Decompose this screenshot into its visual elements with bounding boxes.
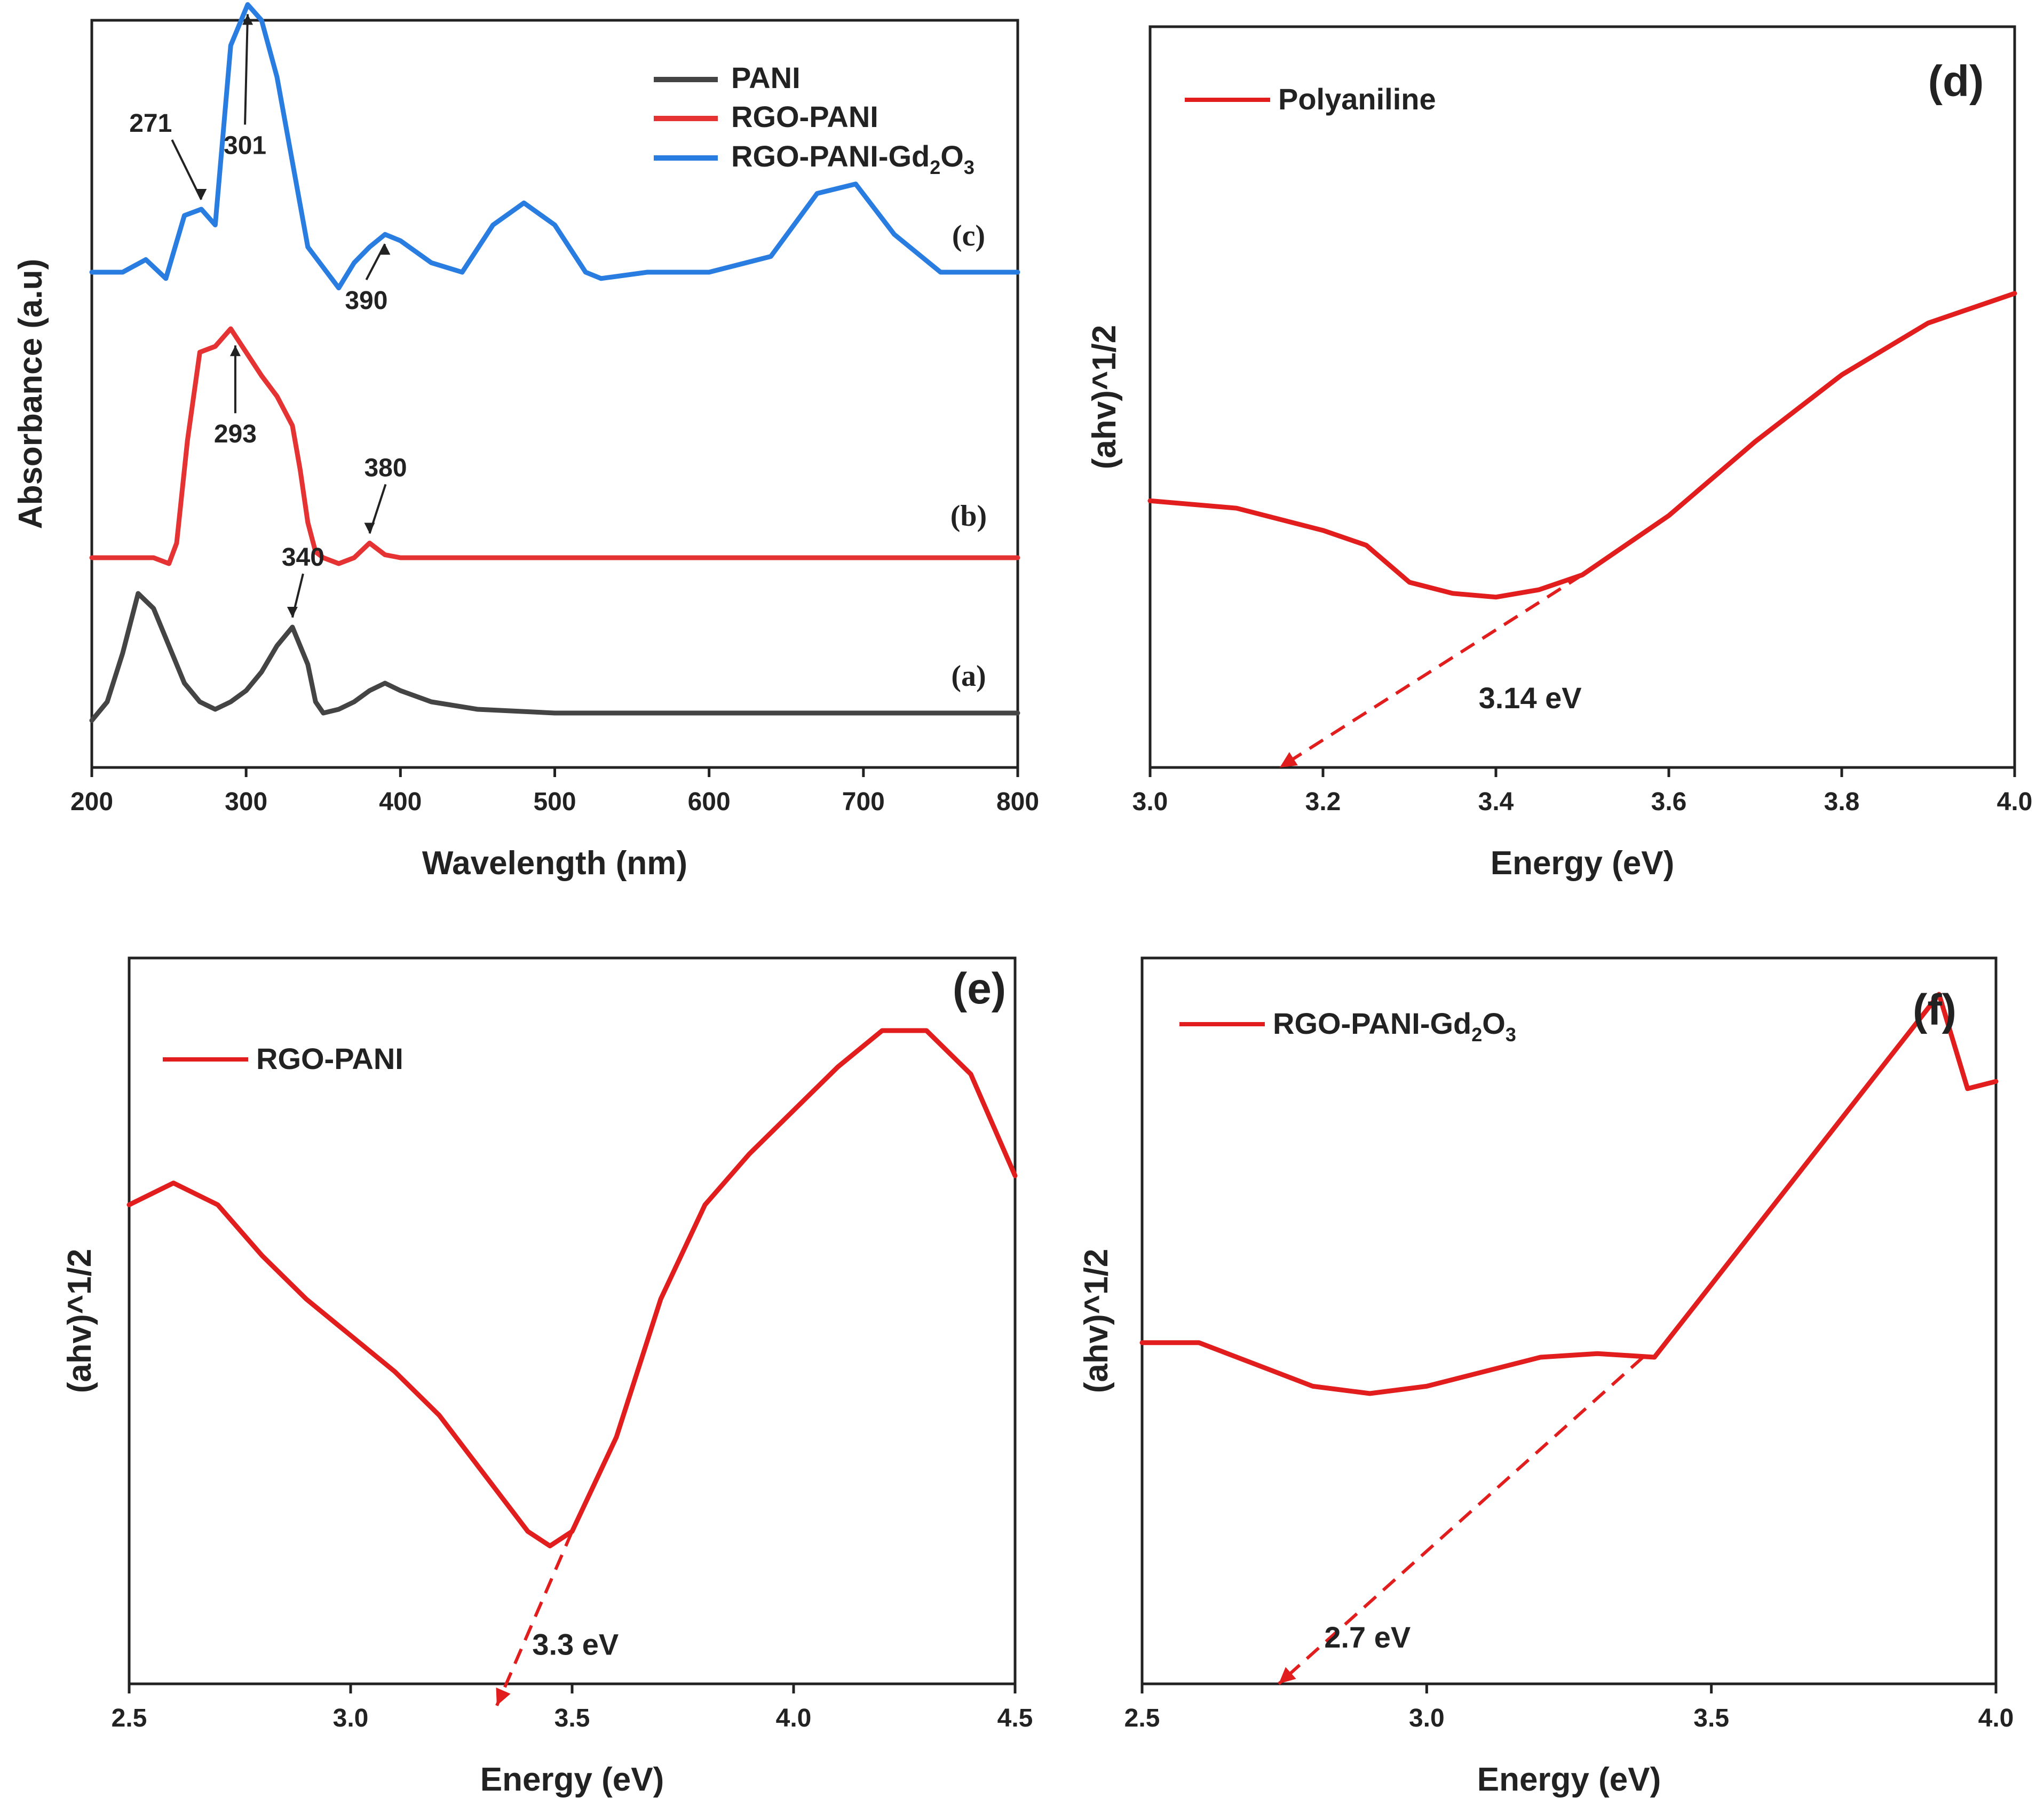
x-tick-label: 3.6 <box>1651 788 1687 816</box>
tangent-line <box>1279 573 1583 769</box>
bandgap-label: 2.7 eV <box>1324 1620 1411 1654</box>
x-tick-label: 4.5 <box>997 1704 1033 1732</box>
annotation-arrowhead <box>287 607 298 617</box>
x-axis-label: Energy (eV) <box>1491 845 1675 882</box>
x-axis-label: Wavelength (nm) <box>422 845 687 882</box>
legend-entry: RGO-PANI-Gd2O3 <box>1273 1007 1516 1046</box>
x-tick-label: 600 <box>688 788 731 816</box>
annotation-label: 293 <box>214 420 257 448</box>
series-line <box>126 1028 1018 1549</box>
x-axis-label: Energy (eV) <box>1477 1761 1661 1798</box>
y-axis-label: (ahv)^1/2 <box>61 1249 98 1394</box>
annotation-arrow <box>244 14 249 125</box>
panel-label: (d) <box>1928 57 1984 106</box>
y-axis-label: Absorbance (a.u) <box>12 259 49 529</box>
legend-entry: RGO-PANI <box>731 100 878 133</box>
curve-label: (c) <box>952 219 985 252</box>
tangent-arrowhead <box>1280 752 1298 767</box>
x-tick-label: 400 <box>379 788 422 816</box>
x-tick-label: 2.5 <box>1124 1704 1160 1732</box>
annotation-label: 340 <box>282 543 324 572</box>
x-tick-label: 3.5 <box>554 1704 590 1732</box>
annotation-label: 301 <box>224 132 266 160</box>
legend-entry: RGO-PANI <box>256 1042 403 1075</box>
x-tick-label: 700 <box>842 788 885 816</box>
x-tick-label: 3.0 <box>333 1704 369 1732</box>
panel-label: (e) <box>953 964 1006 1013</box>
annotation-arrowhead <box>242 14 253 25</box>
plot-frame <box>1140 956 1998 1685</box>
plot-frame <box>1148 25 2016 769</box>
chart-tauc_f: 2.5 3.0 3.5 4.0 Energy (eV) (ahv)^1/2 2.7 eV RG… <box>1078 956 2014 1798</box>
annotation-arrowhead <box>379 244 391 255</box>
legend-entry: PANI <box>731 61 801 94</box>
panel-label: (f) <box>1913 986 1956 1034</box>
annotation-arrowhead <box>196 189 207 200</box>
annotation-arrowhead <box>364 522 375 534</box>
x-tick-label: 500 <box>533 788 576 816</box>
x-tick-label: 800 <box>996 788 1039 816</box>
annotation-arrowhead <box>229 345 241 357</box>
x-tick-label: 3.0 <box>1409 1704 1445 1732</box>
legend-entry: RGO-PANI-Gd2O3 <box>731 139 975 178</box>
series-line <box>1147 291 2017 600</box>
tangent-line <box>1277 1356 1644 1685</box>
x-tick-label: 200 <box>70 788 113 816</box>
curve-label: (b) <box>950 500 987 533</box>
annotation-label: 271 <box>129 109 172 138</box>
legend-entry: Polyaniline <box>1278 82 1436 116</box>
tangent-arrowhead <box>1279 1667 1296 1684</box>
chart-uvvis: 200 300 400 500 600 700 800 Wavelength (nm) Abso… <box>12 2 1039 882</box>
x-tick-label: 4.0 <box>1978 1704 2014 1732</box>
series-line-0 <box>89 591 1020 723</box>
x-tick-label: 4.0 <box>776 1704 812 1732</box>
x-tick-label: 3.0 <box>1132 788 1168 816</box>
tangent-arrowhead <box>496 1687 511 1706</box>
series-line <box>1139 992 1999 1396</box>
series-line-1 <box>89 326 1020 566</box>
bandgap-label: 3.3 eV <box>532 1628 619 1661</box>
annotation-label: 380 <box>364 454 407 482</box>
annotation-arrow <box>365 243 386 281</box>
series-line-2 <box>89 2 1020 290</box>
x-tick-label: 2.5 <box>112 1704 147 1732</box>
y-axis-label: (ahv)^1/2 <box>1086 325 1123 470</box>
chart-tauc_e: 2.5 3.0 3.5 4.0 4.5 Energy (eV) (ahv)^1/2 3.3 e… <box>61 956 1033 1798</box>
bandgap-label: 3.14 eV <box>1479 681 1582 715</box>
x-tick-label: 300 <box>225 788 267 816</box>
curve-label: (a) <box>951 660 986 693</box>
y-axis-label: (ahv)^1/2 <box>1078 1249 1115 1394</box>
x-tick-label: 4.0 <box>1997 788 2033 816</box>
x-tick-label: 3.8 <box>1824 788 1860 816</box>
chart-tauc_d: 3.0 3.2 3.4 3.6 3.8 4.0 Energy (eV) (ahv)^1/2 3.… <box>1086 25 2033 882</box>
x-tick-label: 3.4 <box>1478 788 1514 816</box>
x-axis-label: Energy (eV) <box>480 1761 664 1798</box>
tangent-line <box>495 1531 574 1706</box>
x-tick-label: 3.2 <box>1305 788 1341 816</box>
annotation-label: 390 <box>345 287 387 315</box>
x-tick-label: 3.5 <box>1693 1704 1729 1732</box>
